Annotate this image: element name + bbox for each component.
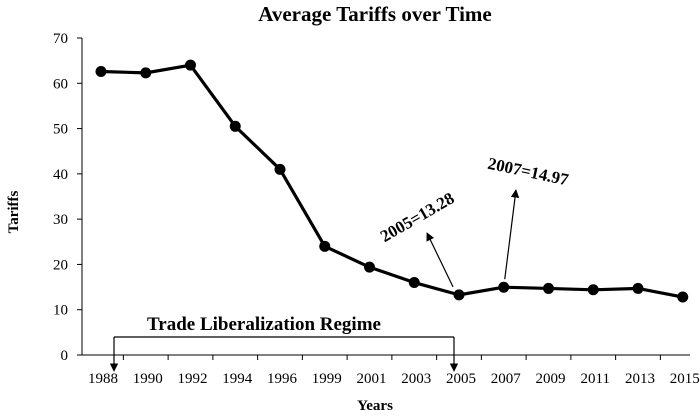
y-tick-label: 60 [53,76,68,92]
data-point [364,261,375,273]
y-tick-label: 30 [53,212,68,228]
bracket-label: Trade Liberalization Regime [147,314,381,335]
axes [77,37,690,360]
x-tick-label: 1999 [312,371,342,387]
x-tick-label: 1996 [267,371,298,387]
x-tick-label: 1988 [88,371,118,387]
x-tick-labels: 1988 1990 1992 1994 1996 1999 2001 2003 2005 2007… [88,371,700,387]
x-tick-label: 1990 [133,371,163,387]
y-tick-labels: 0 10 20 30 40 50 60 70 [53,31,68,364]
liberalization-bracket: Trade Liberalization Regime [109,314,459,372]
data-point [408,277,420,289]
data-point [453,289,465,301]
x-tick-label: 2015 [670,371,700,387]
x-tick-label: 2007 [491,371,522,387]
data-point [95,66,107,78]
x-tick-label: 2005 [446,371,476,387]
y-tick-label: 70 [53,31,68,47]
data-point [319,240,331,252]
data-point [185,59,196,71]
x-tick-label: 2003 [401,371,431,387]
y-tick-label: 40 [53,167,68,183]
tariff-series [95,59,689,303]
x-tick-label: 2009 [536,371,566,387]
data-point [587,284,599,296]
annotation-label-2005: 2005=13.28 [377,189,457,246]
data-point [229,120,241,132]
x-tick-label: 2001 [357,371,387,387]
data-point [632,282,644,294]
data-point [677,291,689,303]
annotation-arrow-2005 [426,232,454,288]
y-tick-label: 0 [61,348,69,364]
x-tick-label: 2011 [581,371,610,387]
x-axis-label: Years [357,398,393,414]
data-point [543,282,554,294]
annotation-label-2007: 2007=14.97 [486,154,571,190]
y-tick-label: 50 [53,122,68,138]
chart-title: Average Tariffs over Time [258,2,492,26]
series-line [100,63,684,299]
annotations: 2005=13.28 2007=14.97 [377,154,571,288]
y-tick-label: 10 [53,303,68,319]
x-tick-label: 1994 [222,371,253,387]
data-point [274,163,286,175]
x-tick-label: 1992 [178,371,208,387]
y-axis-label: Tariffs [6,190,22,233]
annotation-arrow-2007 [504,189,520,280]
data-point [140,67,152,79]
x-tick-label: 2013 [625,371,655,387]
data-point [498,281,510,293]
y-tick-label: 20 [53,257,68,273]
